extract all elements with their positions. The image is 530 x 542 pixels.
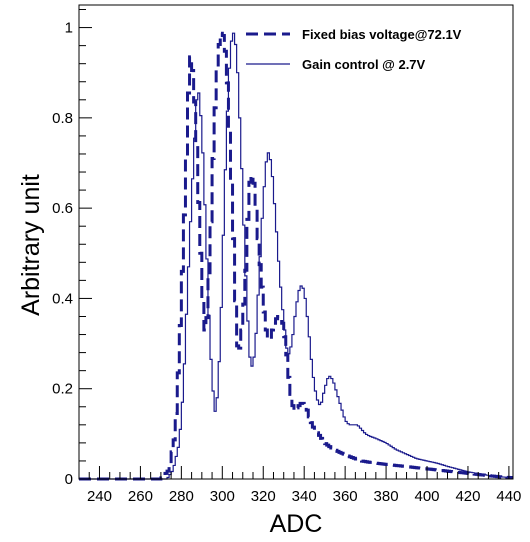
x-tick-label: 280	[169, 488, 194, 505]
y-tick-label: 0	[65, 471, 73, 488]
x-tick-label: 440	[496, 488, 521, 505]
x-tick-label: 340	[292, 488, 317, 505]
y-tick-label: 1	[65, 20, 73, 37]
x-tick-label: 260	[128, 488, 153, 505]
axis-ticks	[79, 9, 510, 480]
y-axis-title: Arbitrary unit	[17, 174, 45, 316]
x-tick-label: 400	[415, 488, 440, 505]
x-tick-label: 360	[333, 488, 358, 505]
legend-label-fixed-bias: Fixed bias voltage@72.1V	[302, 27, 462, 42]
y-tick-label: 0.4	[52, 290, 73, 307]
tick-labels: 240 260 280 300 320 340 360 380 400 420 440 0 0.2 0.4…	[52, 20, 521, 505]
x-tick-label: 240	[87, 488, 112, 505]
plot-frame	[78, 4, 514, 480]
series-line-0	[79, 31, 513, 481]
x-tick-label: 380	[374, 488, 399, 505]
series-layer	[79, 31, 513, 481]
x-axis-title: ADC	[270, 510, 323, 538]
x-tick-label: 420	[455, 488, 480, 505]
legend-label-gain-control: Gain control @ 2.7V	[302, 57, 426, 72]
y-tick-label: 0.6	[52, 200, 73, 217]
x-tick-label: 320	[251, 488, 276, 505]
x-tick-label: 300	[210, 488, 235, 505]
y-tick-label: 0.2	[52, 381, 73, 398]
y-tick-label: 0.8	[52, 110, 73, 127]
series-line-1	[79, 32, 513, 480]
legend: Fixed bias voltage@72.1V Gain control @ …	[246, 27, 462, 72]
